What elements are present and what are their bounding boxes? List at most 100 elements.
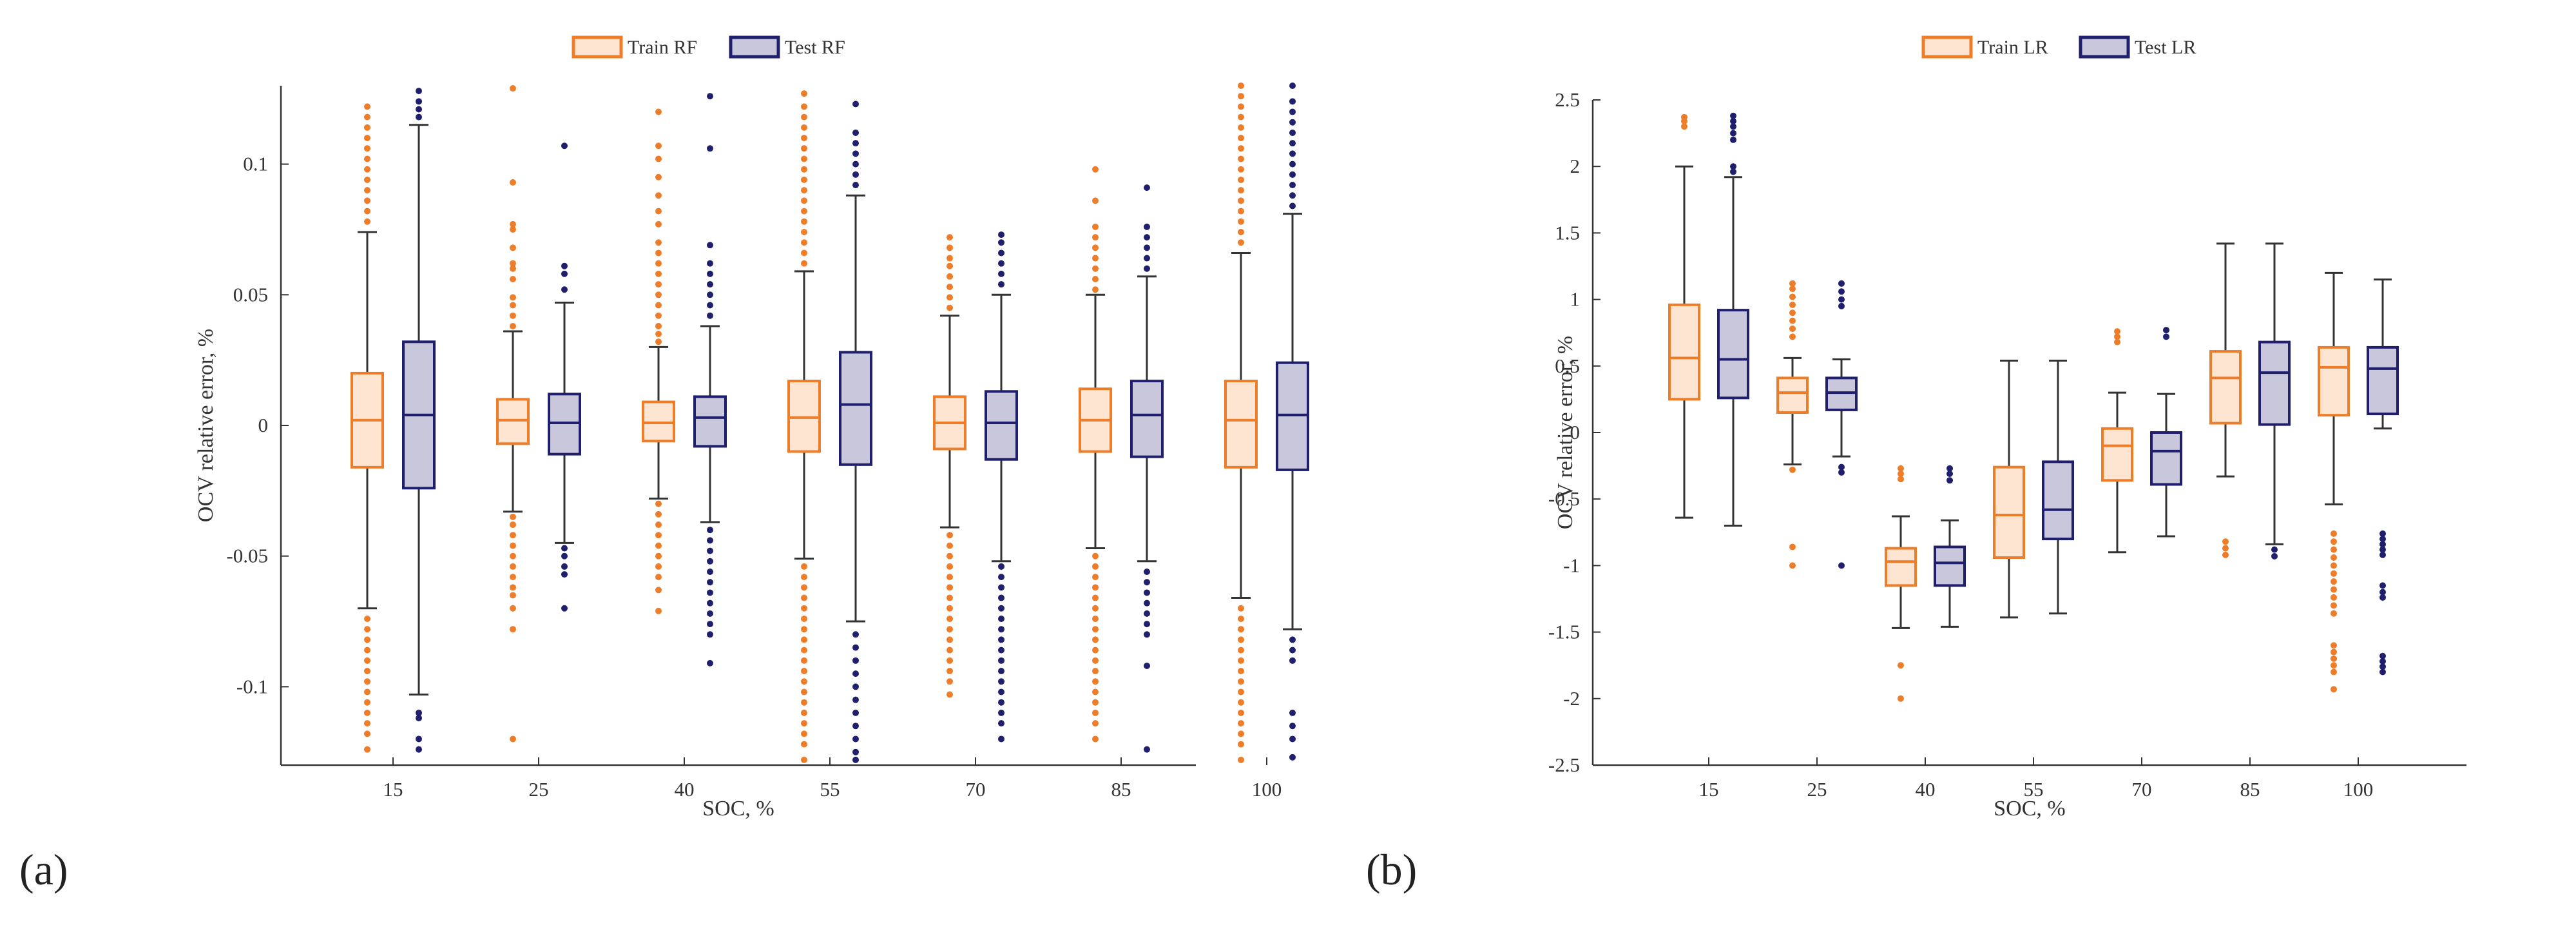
outlier-point bbox=[510, 574, 516, 581]
box-iqr bbox=[1934, 545, 1966, 587]
outlier-point bbox=[364, 103, 370, 110]
outlier-point bbox=[852, 631, 859, 638]
outlier-point bbox=[2222, 538, 2229, 545]
outlier-point bbox=[1789, 280, 1796, 287]
y-tick-label: -1 bbox=[1563, 554, 1580, 576]
outlier-point bbox=[2331, 578, 2337, 585]
outlier-point bbox=[2331, 594, 2337, 601]
outlier-point bbox=[364, 688, 370, 696]
box-iqr bbox=[1717, 309, 1749, 400]
outlier-point bbox=[1144, 255, 1150, 262]
x-tick-label: 15 bbox=[1699, 778, 1719, 801]
outlier-point bbox=[998, 605, 1004, 612]
x-tick-label: 40 bbox=[1916, 778, 1936, 801]
y-tick-label: 0.05 bbox=[233, 283, 268, 306]
outlier-point bbox=[1898, 470, 1904, 477]
outlier-point bbox=[1092, 574, 1099, 581]
chart-panel-b: -2.5 -2 -1.5 -1 -0.5 0 0.5 1 1.5 2 2.5 15 25 40 55 70 85… bbox=[1548, 35, 2466, 821]
outlier-point bbox=[998, 260, 1004, 267]
outlier-point bbox=[1289, 192, 1296, 199]
legend-swatch bbox=[729, 35, 780, 59]
outlier-point bbox=[1092, 657, 1099, 664]
outlier-point bbox=[707, 312, 713, 319]
outlier-point bbox=[561, 286, 568, 293]
box-iqr bbox=[2209, 350, 2242, 425]
outlier-point bbox=[1092, 265, 1099, 272]
box-iqr bbox=[1130, 380, 1164, 458]
outlier-point bbox=[1789, 543, 1796, 550]
outlier-point bbox=[801, 260, 807, 267]
outlier-point bbox=[1092, 636, 1099, 643]
outlier-point bbox=[510, 532, 516, 539]
outlier-point bbox=[561, 545, 568, 552]
x-tick-label: 15 bbox=[383, 778, 403, 801]
outlier-point bbox=[1092, 197, 1099, 204]
outlier-point bbox=[852, 670, 859, 677]
outlier-point bbox=[852, 709, 859, 716]
outlier-point bbox=[561, 552, 568, 559]
outlier-point bbox=[1289, 754, 1296, 761]
outlier-point bbox=[2271, 546, 2278, 553]
outlier-point bbox=[947, 255, 953, 262]
outlier-point bbox=[707, 659, 713, 666]
outlier-point bbox=[364, 636, 370, 643]
outlier-point bbox=[1289, 83, 1296, 89]
outlier-point bbox=[852, 683, 859, 690]
outlier-point bbox=[998, 231, 1004, 238]
outlier-point bbox=[707, 631, 713, 638]
outlier-point bbox=[364, 155, 370, 162]
outlier-point bbox=[364, 709, 370, 716]
legend-label: Test LR bbox=[2135, 37, 2196, 58]
outlier-point bbox=[707, 302, 713, 309]
outlier-point bbox=[2331, 538, 2337, 545]
outlier-point bbox=[1289, 202, 1296, 209]
outlier-point bbox=[801, 657, 807, 664]
outlier-point bbox=[561, 142, 568, 150]
outlier-point bbox=[801, 688, 807, 696]
box-iqr bbox=[2101, 427, 2133, 482]
outlier-point bbox=[947, 542, 953, 549]
outlier-point bbox=[1092, 647, 1099, 654]
outlier-point bbox=[2379, 582, 2386, 589]
outlier-point bbox=[364, 626, 370, 633]
outlier-point bbox=[1289, 98, 1296, 105]
outlier-point bbox=[947, 636, 953, 643]
outlier-point bbox=[1144, 746, 1150, 753]
outlier-point bbox=[707, 281, 713, 288]
outlier-point bbox=[707, 93, 713, 100]
outlier-point bbox=[364, 113, 370, 121]
box-iqr bbox=[1993, 465, 2025, 559]
outlier-point bbox=[1238, 239, 1244, 246]
outlier-point bbox=[852, 657, 859, 664]
outlier-point bbox=[2114, 338, 2120, 345]
outlier-point bbox=[852, 696, 859, 703]
outlier-point bbox=[2379, 530, 2386, 537]
outlier-point bbox=[364, 208, 370, 215]
outlier-point bbox=[510, 513, 516, 520]
y-tick-label: -0.05 bbox=[226, 545, 268, 567]
outlier-point bbox=[2379, 668, 2386, 676]
outlier-point bbox=[1730, 123, 1736, 130]
outlier-point bbox=[1789, 286, 1796, 293]
outlier-point bbox=[1092, 688, 1099, 696]
y-axis-label: OCV relative error, % bbox=[194, 329, 218, 522]
box-b-test-70 bbox=[2150, 327, 2182, 538]
outlier-point bbox=[364, 657, 370, 664]
outlier-point bbox=[1289, 129, 1296, 136]
outlier-point bbox=[947, 262, 953, 269]
box-iqr bbox=[839, 351, 872, 466]
outlier-point bbox=[2331, 554, 2337, 561]
outlier-point bbox=[1092, 255, 1099, 262]
outlier-point bbox=[1898, 465, 1904, 472]
outlier-point bbox=[1238, 720, 1244, 727]
x-tick-label: 25 bbox=[529, 778, 549, 801]
outlier-point bbox=[364, 720, 370, 727]
outlier-point bbox=[1092, 735, 1099, 743]
box-a-test-55 bbox=[839, 101, 872, 763]
outlier-point bbox=[947, 594, 953, 601]
outlier-point bbox=[801, 187, 807, 194]
outlier-point bbox=[1238, 615, 1244, 622]
x-tick-label: 85 bbox=[2240, 778, 2260, 801]
outlier-point bbox=[947, 668, 953, 675]
outlier-point bbox=[1898, 662, 1904, 669]
